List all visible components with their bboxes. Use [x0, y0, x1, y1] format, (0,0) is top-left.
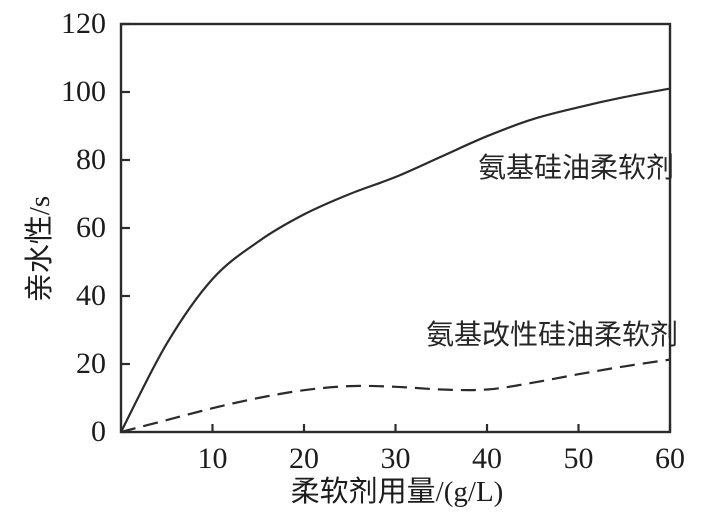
- y-tick-label: 100: [61, 75, 106, 108]
- dashed-series-label: 氨基改性硅油柔软剂: [426, 320, 679, 351]
- y-tick-label: 120: [61, 7, 106, 40]
- y-tick-label: 60: [76, 211, 106, 244]
- x-tick-label: 60: [655, 442, 685, 475]
- y-tick-label: 80: [76, 143, 106, 176]
- x-tick-label: 30: [380, 442, 411, 475]
- x-tick-label: 40: [472, 442, 502, 475]
- solid-series-curve: [120, 87, 671, 433]
- x-tick-label: 50: [563, 442, 594, 475]
- y-axis-title: 亲水性/s: [24, 195, 56, 303]
- x-axis-title: 柔软剂用量/(g/L): [290, 476, 504, 508]
- dashed-series-curve: [120, 358, 671, 434]
- x-tick-label: 20: [289, 442, 319, 475]
- y-tick-label: 20: [76, 347, 106, 380]
- y-tick-label: 40: [76, 279, 106, 312]
- plot-border: [119, 22, 672, 434]
- x-tick-label: 10: [197, 442, 228, 475]
- y-tick-label: 0: [91, 415, 106, 448]
- solid-series-label: 氨基硅油柔软剂: [478, 153, 675, 184]
